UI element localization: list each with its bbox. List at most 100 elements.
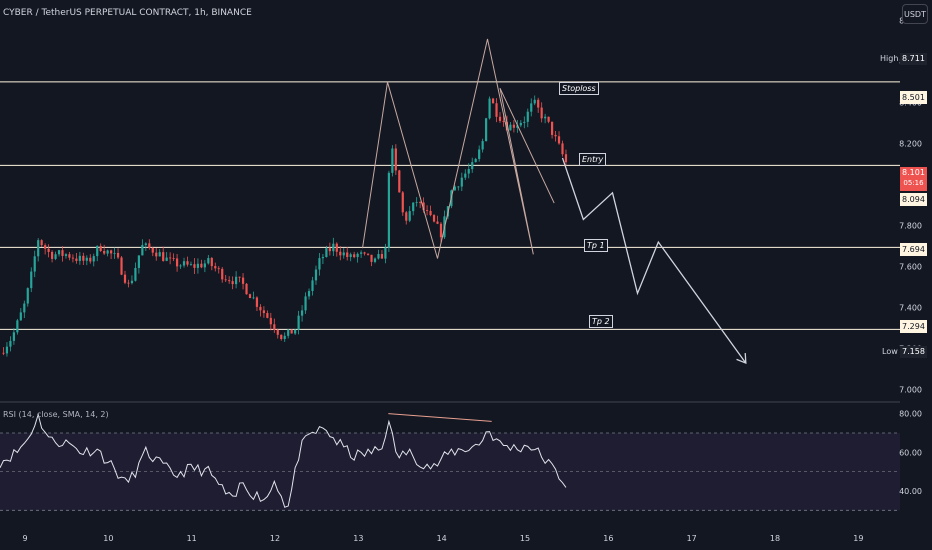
candle-body [47,248,50,252]
candle-body [307,291,311,297]
candle-body [106,250,109,254]
projection-path [561,157,747,365]
rsi-tick-label: 80.00 [899,410,922,419]
candle-body [401,192,404,213]
candle-body [113,252,116,254]
candle-body [304,296,307,311]
candle-body [481,141,484,150]
candle-body [85,257,88,261]
candle-body [512,124,515,128]
candle-body [203,263,206,268]
tp1-label[interactable]: Tp 1 [584,239,608,252]
candle-body [370,254,373,262]
candle-body [241,277,245,284]
candle-body [99,245,102,251]
candle-body [144,243,147,245]
candle-body [297,315,300,330]
candle-body [23,303,26,313]
time-axis[interactable]: 9 10 11 12 13 14 15 16 17 18 19 [22,534,863,543]
candle-body [547,116,550,122]
currency-button[interactable]: USDT [902,4,928,24]
entry-label[interactable]: Entry [579,153,607,166]
candle-body [283,335,286,340]
candle-body [134,267,137,281]
candle-body [325,248,328,258]
candle-body [248,294,252,299]
stoploss-label[interactable]: Stoploss [559,82,599,95]
candle-body [68,254,71,258]
candle-body [148,243,151,248]
candle-body [252,297,255,299]
candle-body [127,282,130,284]
high-label: High [880,54,899,63]
candle-body [193,264,196,268]
current-price: 8.101 [902,168,925,177]
candle-body [380,254,384,259]
candle-body [519,122,522,126]
candle-body [387,172,390,248]
rsi-indicator-label[interactable]: RSI (14, close, SMA, 14, 2) [3,410,109,419]
candle-body [467,169,470,174]
price-tick-label: 8.200 [899,140,922,149]
rsi-axis: 80.00 60.00 40.00 [899,410,922,496]
candle-body [82,255,85,261]
candle-body [346,252,349,257]
candle-body [19,312,22,321]
tp1-price-badge: 7.694 [900,243,927,256]
candle-body [186,261,189,265]
candle-body [290,329,293,334]
candle-body [474,158,477,163]
candle-body [294,329,297,334]
time-tick-label: 17 [687,534,697,543]
candle-body [207,257,210,264]
candle-body [439,223,443,238]
candle-body [321,257,325,259]
candle-body [228,280,231,282]
time-tick-label: 10 [103,534,113,543]
candle-body [360,252,363,254]
candle-body [92,256,95,262]
time-tick-label: 13 [353,534,363,543]
candle-body [61,250,64,256]
candle-body [262,310,265,314]
candle-body [498,116,502,121]
price-tick-label: 7.000 [899,386,922,395]
candle-body [408,211,411,221]
chart-title: CYBER / TetherUS PERPETUAL CONTRACT, 1h,… [3,8,252,18]
candle-body [280,334,283,340]
candle-body [151,247,154,253]
tp2-label[interactable]: Tp 2 [589,315,613,328]
candle-body [120,257,123,275]
candle-body [300,310,304,316]
candle-body [137,255,140,268]
candle-body [162,252,165,261]
candle-body [415,201,418,203]
candle-body [200,263,203,268]
candle-body [224,279,227,281]
candle-body [245,283,248,295]
candle-body [537,99,540,108]
candle-body [37,240,40,257]
low-value: 7.158 [900,346,927,358]
candle-body [432,215,436,222]
candle-body [540,107,543,119]
candle-body [561,143,564,155]
candle-body [141,244,144,256]
rsi-series [0,412,567,508]
candle-body [116,252,120,258]
candle-body [130,280,134,284]
candle-body [155,252,158,257]
time-tick-label: 11 [187,534,197,543]
wave-line [362,38,555,259]
candle-body [491,98,495,104]
candle-body [328,248,331,252]
candle-body [550,121,554,135]
candle-body [5,346,9,354]
candle-body [259,306,262,311]
low-label: Low [882,347,898,356]
time-tick-label: 9 [22,534,27,543]
candle-body [44,245,47,249]
candle-body [422,202,425,211]
candle-body [349,254,352,257]
